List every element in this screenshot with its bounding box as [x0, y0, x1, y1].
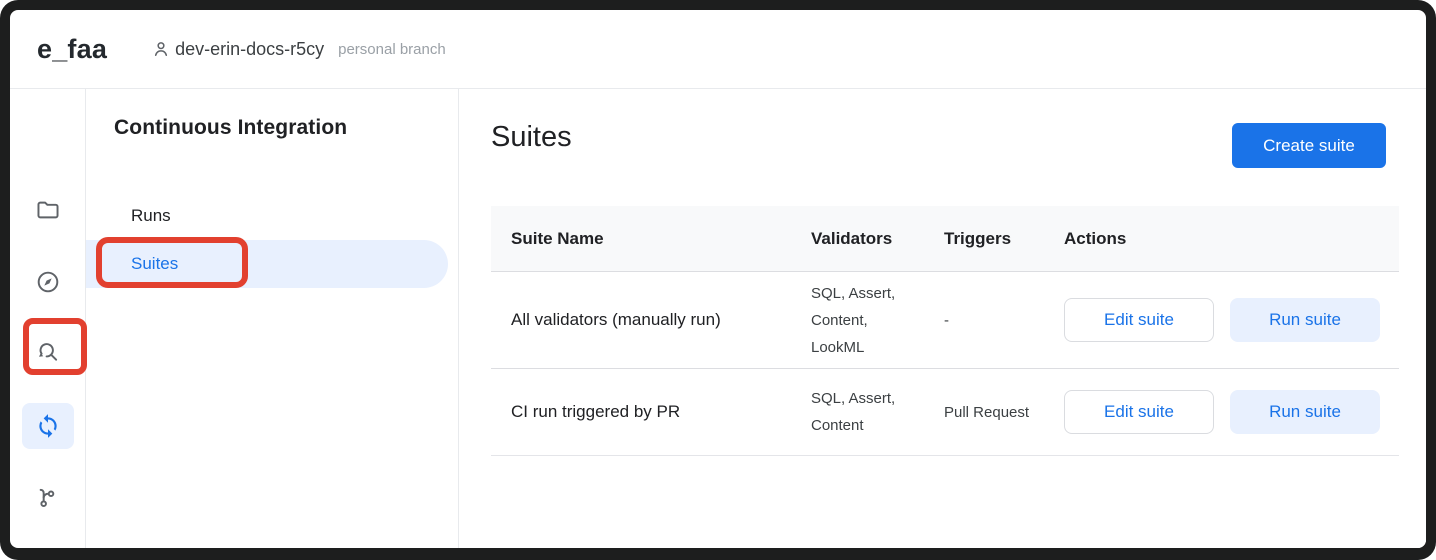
actions-cell: Edit suite Run suite	[1064, 390, 1399, 434]
run-suite-button[interactable]: Run suite	[1230, 390, 1380, 434]
table-row: All validators (manually run) SQL, Asser…	[491, 271, 1399, 368]
triggers-cell: -	[944, 311, 949, 329]
sidebar-item-label: Suites	[131, 254, 179, 273]
suite-name-cell: CI run triggered by PR	[511, 402, 681, 421]
triggers-cell: Pull Request	[944, 403, 1030, 421]
panel-title: Continuous Integration	[114, 116, 348, 139]
branch-name[interactable]: dev-erin-docs-r5cy	[175, 38, 325, 59]
column-header-actions: Actions	[1064, 228, 1127, 248]
find-replace-icon[interactable]	[24, 328, 72, 376]
suites-table: Suite Name Validators Triggers Actions A…	[491, 206, 1399, 456]
sidebar-item-label: Runs	[131, 206, 171, 225]
sidebar-item-suites[interactable]: Suites	[86, 240, 448, 288]
sidebar-item-runs[interactable]: Runs	[86, 192, 448, 240]
explore-compass-icon[interactable]	[24, 258, 72, 306]
person-icon	[151, 39, 171, 59]
app-window: e_faa dev-erin-docs-r5cy personal branch	[10, 10, 1426, 548]
git-actions-icon[interactable]	[24, 473, 72, 521]
ci-sync-icon[interactable]	[22, 403, 74, 449]
suite-name-cell: All validators (manually run)	[511, 310, 721, 329]
branch-type-label: personal branch	[338, 40, 446, 58]
table-header-row: Suite Name Validators Triggers Actions	[491, 206, 1399, 271]
create-suite-button[interactable]: Create suite	[1232, 123, 1386, 168]
page-title: Suites	[491, 121, 572, 153]
column-header-suite-name: Suite Name	[511, 228, 604, 248]
project-settings-icon[interactable]	[24, 542, 72, 548]
folder-icon[interactable]	[24, 186, 72, 234]
icon-rail	[10, 89, 86, 548]
edit-suite-button[interactable]: Edit suite	[1064, 390, 1214, 434]
top-bar: e_faa dev-erin-docs-r5cy personal branch	[10, 10, 1426, 89]
table-row: CI run triggered by PR SQL, Assert, Cont…	[491, 368, 1399, 456]
branch-selector[interactable]: dev-erin-docs-r5cy personal branch	[151, 39, 446, 60]
run-suite-button[interactable]: Run suite	[1230, 298, 1380, 342]
edit-suite-button[interactable]: Edit suite	[1064, 298, 1214, 342]
column-header-triggers: Triggers	[944, 228, 1012, 248]
validators-cell: SQL, Assert, Content	[811, 390, 896, 434]
validators-cell: SQL, Assert, Content, LookML	[811, 284, 896, 356]
column-header-validators: Validators	[811, 228, 893, 248]
main-content: Suites Create suite Suite Name Validator…	[459, 89, 1426, 548]
actions-cell: Edit suite Run suite	[1064, 298, 1399, 342]
ci-sidebar-panel: Continuous Integration Runs Suites	[86, 89, 459, 548]
project-title: e_faa	[37, 33, 108, 64]
